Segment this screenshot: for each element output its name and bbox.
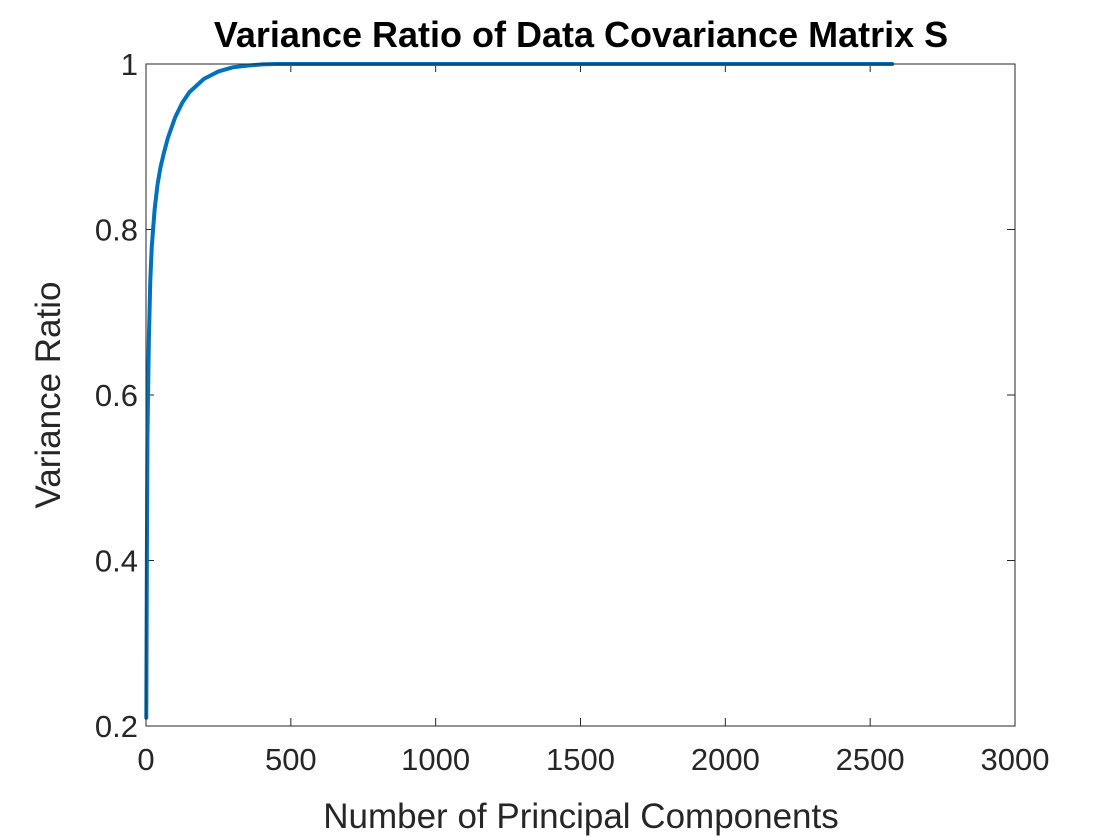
x-tick-label-6: 3000 xyxy=(981,742,1050,777)
x-axis-label: Number of Principal Components xyxy=(323,797,839,836)
x-tick-label-1: 500 xyxy=(265,742,317,777)
x-tick-label-4: 2000 xyxy=(691,742,760,777)
y-axis-label: Variance Ratio xyxy=(29,282,68,509)
y-tick-label-1: 0.4 xyxy=(95,544,138,579)
x-tick-label-5: 2500 xyxy=(836,742,905,777)
y-tick-label-4: 1 xyxy=(121,47,138,82)
y-tick-label-0: 0.2 xyxy=(95,709,138,744)
x-tick-label-3: 1500 xyxy=(546,742,615,777)
axis-ticks xyxy=(145,63,1016,727)
chart-title: Variance Ratio of Data Covariance Matrix… xyxy=(214,14,948,55)
series-line-0 xyxy=(144,62,895,720)
x-tick-label-0: 0 xyxy=(137,742,154,777)
y-tick-label-3: 0.8 xyxy=(95,213,138,248)
plot-area-frame xyxy=(145,63,1016,727)
plot-series xyxy=(144,62,895,720)
y-tick-label-2: 0.6 xyxy=(95,378,138,413)
axis-tick-labels: 0 500 1000 1500 2000 2500 3000 0.2 0.4 0.6 0.8 1 xyxy=(95,47,1050,777)
x-tick-label-2: 1000 xyxy=(401,742,470,777)
